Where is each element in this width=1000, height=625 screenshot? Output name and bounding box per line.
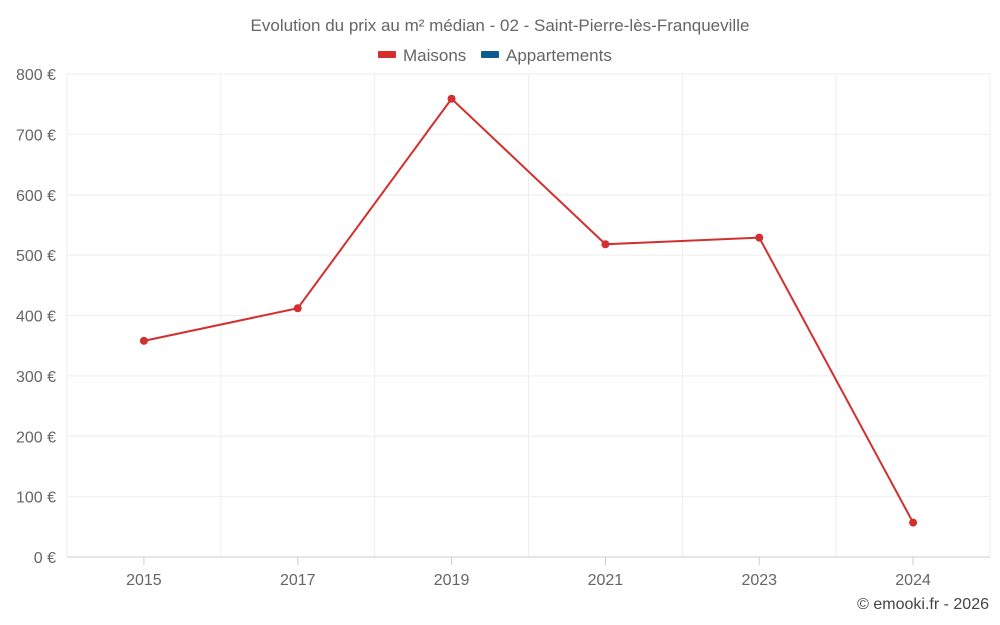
series-line-maisons <box>143 97 914 524</box>
x-tick-label: 2021 <box>588 572 624 589</box>
legend-item-appartements[interactable]: Appartements <box>481 46 612 65</box>
x-axis: 2015 2017 2019 2021 2023 2024 <box>67 556 990 589</box>
y-tick-label: 700 € <box>16 127 56 144</box>
credit-text: © emooki.fr - 2026 <box>857 596 989 613</box>
x-tick-label: 2019 <box>434 572 470 589</box>
y-tick-label: 500 € <box>16 248 56 265</box>
data-point-maisons[interactable] <box>755 233 764 242</box>
x-tick-label: 2017 <box>280 572 316 589</box>
legend-swatch-appartements <box>481 51 499 58</box>
legend-item-maisons[interactable]: Maisons <box>378 46 466 65</box>
x-tick-label: 2024 <box>895 572 931 589</box>
y-tick-label: 100 € <box>16 490 56 507</box>
legend-label-appartements: Appartements <box>506 46 612 65</box>
data-point-maisons[interactable] <box>909 518 918 527</box>
y-tick-label: 800 € <box>16 67 56 84</box>
series-layer <box>139 94 918 527</box>
x-tick-label: 2023 <box>741 572 777 589</box>
y-tick-label: 600 € <box>16 188 56 205</box>
y-tick-label: 400 € <box>16 309 56 326</box>
data-point-maisons[interactable] <box>293 304 302 313</box>
legend: Maisons Appartements <box>378 46 612 65</box>
y-tick-label: 0 € <box>34 550 56 567</box>
y-tick-label: 200 € <box>16 429 56 446</box>
data-point-maisons[interactable] <box>139 336 148 345</box>
y-axis: 0 € 100 € 200 € 300 € 400 € 500 € 600 € 700 € 80… <box>16 67 56 567</box>
y-tick-label: 300 € <box>16 369 56 386</box>
data-point-maisons[interactable] <box>601 240 610 249</box>
legend-label-maisons: Maisons <box>403 46 466 65</box>
chart-title: Evolution du prix au m² médian - 02 - Sa… <box>251 16 750 35</box>
x-tick-label: 2015 <box>126 572 162 589</box>
legend-swatch-maisons <box>378 51 396 58</box>
grid <box>66 73 991 557</box>
data-point-maisons[interactable] <box>447 94 456 103</box>
